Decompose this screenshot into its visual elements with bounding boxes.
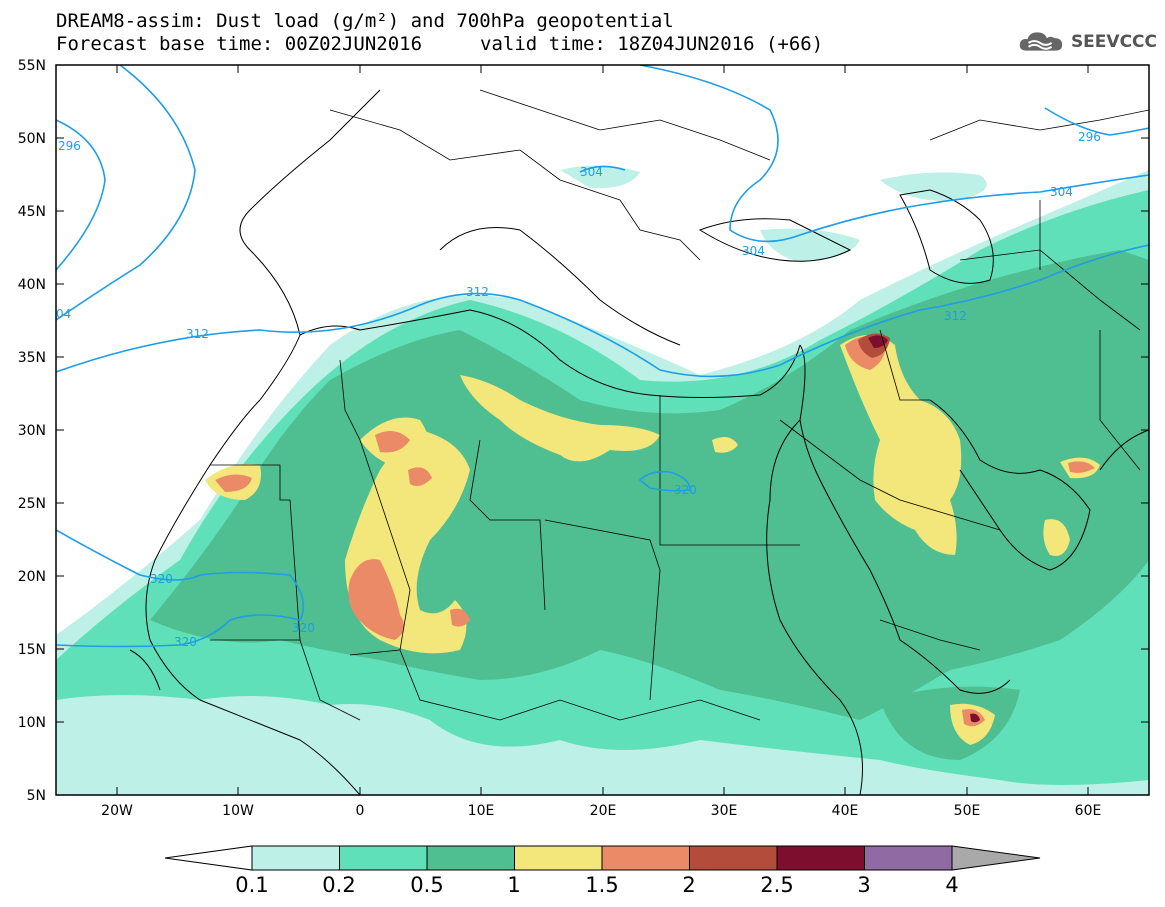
geopotential-contours: [56, 65, 1149, 648]
contour-label: 304: [580, 165, 603, 179]
contour-label: 304: [1050, 185, 1073, 199]
map-title: DREAM8-assim: Dust load (g/m²) and 700hP…: [56, 10, 674, 32]
legend-label: 1.5: [585, 873, 618, 897]
cloud-icon: [1019, 32, 1063, 51]
country-borders: [210, 89, 1149, 721]
legend-swatch: [601, 845, 690, 871]
legend-label: 0.1: [235, 873, 268, 897]
lon-label: 10E: [468, 803, 495, 819]
contour-label: 320: [292, 621, 315, 635]
contour-label: 320: [174, 635, 197, 649]
dust-band-3: [868, 335, 888, 348]
legend-swatch: [339, 845, 428, 871]
contour-label: 296: [1078, 130, 1101, 144]
color-bar: [164, 845, 1041, 871]
color-bar-labels: 0.1 0.2 0.5 1 1.5 2 2.5 3 4: [235, 873, 958, 897]
legend-label: 2.5: [760, 873, 793, 897]
forecast-base-time: Forecast base time: 00Z02JUN2016: [56, 33, 423, 55]
lat-label: 35N: [18, 350, 46, 366]
axis-ticks: [56, 64, 1149, 795]
contour-label: 296: [58, 139, 81, 153]
lon-label: 60E: [1075, 803, 1102, 819]
seevccc-logo: SEEVCCC: [1017, 27, 1157, 57]
contour-label: 312: [466, 285, 489, 299]
contour-labels: 296 296 304 304 304 04 312 312 312 320 3…: [56, 130, 1101, 649]
latitude-labels: 55N 50N 45N 40N 35N 30N 25N 20N 15N 10N …: [18, 58, 46, 804]
legend-swatch: [776, 845, 865, 871]
dust-field: [56, 165, 1149, 795]
legend-label: 3: [857, 873, 870, 897]
legend-label: 0.2: [322, 873, 355, 897]
lat-label: 25N: [18, 496, 46, 512]
logo-text: SEEVCCC: [1070, 32, 1157, 52]
lat-label: 55N: [18, 58, 46, 74]
lat-label: 30N: [18, 423, 46, 439]
lon-label: 50E: [954, 803, 981, 819]
contour-label: 312: [944, 309, 967, 323]
lat-label: 15N: [18, 642, 46, 658]
legend-swatch: [426, 845, 515, 871]
legend-label: 0.5: [410, 873, 443, 897]
legend-swatch: [514, 845, 603, 871]
legend-label: 2: [682, 873, 695, 897]
longitude-labels: 20W 10W 0 10E 20E 30E 40E 50E 60E: [101, 803, 1101, 819]
lat-label: 50N: [18, 131, 46, 147]
legend-swatch: [251, 845, 340, 871]
lon-label: 0: [356, 803, 365, 819]
contour-label: 320: [150, 572, 173, 586]
lon-label: 30E: [711, 803, 738, 819]
lon-label: 40E: [832, 803, 859, 819]
legend-swatch: [864, 845, 953, 871]
legend-label: 1: [507, 873, 520, 897]
lon-label: 20W: [101, 803, 133, 819]
lat-label: 5N: [27, 788, 46, 804]
contour-label: 304: [742, 244, 765, 258]
color-bar-over-arrow: [951, 845, 1041, 871]
contour-label: 04: [56, 307, 71, 321]
lat-label: 10N: [18, 715, 46, 731]
lat-label: 45N: [18, 204, 46, 220]
contour-label: 312: [186, 327, 209, 341]
lon-label: 10W: [222, 803, 254, 819]
legend-label: 4: [945, 873, 958, 897]
lon-label: 20E: [590, 803, 617, 819]
lat-label: 20N: [18, 569, 46, 585]
color-bar-under-arrow: [164, 845, 253, 871]
contour-label: 320: [674, 483, 697, 497]
valid-time: valid time: 18Z04JUN2016 (+66): [480, 33, 824, 55]
legend-swatch: [689, 845, 778, 871]
lat-label: 40N: [18, 277, 46, 293]
